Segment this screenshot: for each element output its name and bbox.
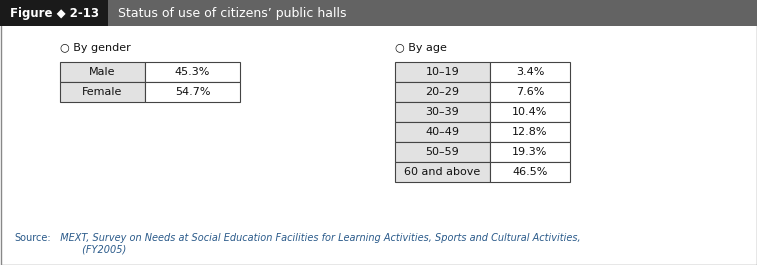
Text: Male: Male bbox=[89, 67, 116, 77]
Text: (FY2005): (FY2005) bbox=[54, 244, 126, 254]
Text: ○ By age: ○ By age bbox=[395, 43, 447, 53]
Text: ○ By gender: ○ By gender bbox=[60, 43, 131, 53]
Text: 7.6%: 7.6% bbox=[516, 87, 544, 97]
Bar bbox=[395, 142, 490, 162]
Text: 45.3%: 45.3% bbox=[175, 67, 210, 77]
Bar bbox=[490, 62, 570, 82]
Bar bbox=[0, 0, 757, 26]
Bar bbox=[490, 82, 570, 102]
Bar bbox=[490, 162, 570, 182]
Bar bbox=[145, 62, 240, 82]
Text: Figure ◆ 2-13: Figure ◆ 2-13 bbox=[10, 7, 98, 20]
Text: 10.4%: 10.4% bbox=[512, 107, 547, 117]
Text: 30–39: 30–39 bbox=[425, 107, 459, 117]
Bar bbox=[395, 122, 490, 142]
Text: 40–49: 40–49 bbox=[425, 127, 459, 137]
Text: 19.3%: 19.3% bbox=[512, 147, 547, 157]
Bar bbox=[490, 102, 570, 122]
Text: Status of use of citizens’ public halls: Status of use of citizens’ public halls bbox=[118, 7, 347, 20]
Bar bbox=[0, 0, 108, 26]
Bar bbox=[395, 102, 490, 122]
Text: Female: Female bbox=[83, 87, 123, 97]
Bar bbox=[490, 122, 570, 142]
Text: 60 and above: 60 and above bbox=[404, 167, 481, 177]
Text: 54.7%: 54.7% bbox=[175, 87, 210, 97]
Text: 3.4%: 3.4% bbox=[516, 67, 544, 77]
Bar bbox=[395, 162, 490, 182]
Bar bbox=[395, 82, 490, 102]
Text: 50–59: 50–59 bbox=[425, 147, 459, 157]
Text: 20–29: 20–29 bbox=[425, 87, 459, 97]
Text: Source:: Source: bbox=[14, 233, 51, 243]
Text: 12.8%: 12.8% bbox=[512, 127, 548, 137]
Bar bbox=[60, 82, 145, 102]
Bar bbox=[145, 82, 240, 102]
Bar bbox=[60, 62, 145, 82]
Bar bbox=[490, 142, 570, 162]
Bar bbox=[395, 62, 490, 82]
Text: MEXT, Survey on Needs at Social Education Facilities for Learning Activities, Sp: MEXT, Survey on Needs at Social Educatio… bbox=[54, 233, 581, 243]
Text: 10–19: 10–19 bbox=[425, 67, 459, 77]
Text: 46.5%: 46.5% bbox=[512, 167, 547, 177]
